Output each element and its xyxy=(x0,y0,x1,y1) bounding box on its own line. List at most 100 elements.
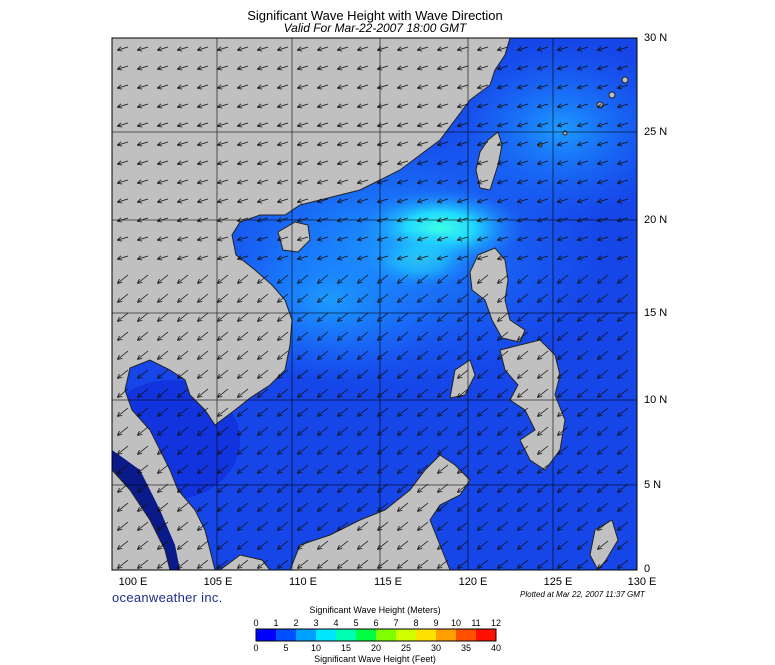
wave-arrow xyxy=(498,66,509,69)
wave-arrow xyxy=(498,237,509,240)
wave-arrow xyxy=(218,540,229,549)
wave-arrow xyxy=(598,180,609,183)
wave-arrow xyxy=(278,445,289,454)
wave-arrow xyxy=(218,66,229,69)
wave-arrow xyxy=(298,464,309,473)
lat-label-25: 25 N xyxy=(644,126,668,138)
colorbar-tick-meters: 11 xyxy=(471,618,481,628)
wave-arrow xyxy=(298,237,309,240)
lat-label-5: 5 N xyxy=(644,479,662,491)
wave-arrow xyxy=(438,559,449,568)
wave-arrow xyxy=(298,350,309,359)
wave-arrow xyxy=(578,161,589,164)
wave-arrow xyxy=(438,426,449,435)
wave-arrow xyxy=(118,445,129,454)
wave-arrow xyxy=(158,350,169,359)
wave-arrow xyxy=(558,256,569,259)
wave-arrow xyxy=(618,331,629,340)
wave-arrow xyxy=(458,559,469,568)
wave-arrow xyxy=(118,521,129,530)
wave-arrow xyxy=(358,47,369,50)
wave-arrow xyxy=(338,180,349,183)
wave-arrow xyxy=(618,407,629,416)
wave-arrow xyxy=(358,312,369,321)
wave-arrow xyxy=(298,502,309,511)
wave-arrow xyxy=(218,218,229,221)
wave-arrow xyxy=(118,274,129,283)
colorbar-tick-meters: 4 xyxy=(333,618,339,628)
wave-arrow xyxy=(138,256,149,259)
wave-arrow xyxy=(498,85,509,88)
wave-arrow xyxy=(578,237,589,240)
color-bar xyxy=(255,628,497,642)
wave-arrow xyxy=(458,312,469,321)
wave-arrow xyxy=(258,66,269,69)
wave-arrow xyxy=(618,483,629,492)
wave-arrow xyxy=(498,407,509,416)
wave-arrow xyxy=(178,274,189,283)
wave-arrow xyxy=(358,483,369,492)
wave-arrow xyxy=(278,540,289,549)
wave-arrow xyxy=(438,47,449,50)
wave-arrow xyxy=(298,85,309,88)
wave-arrow xyxy=(458,293,469,302)
wave-arrow xyxy=(518,521,529,530)
wave-arrow xyxy=(318,47,329,50)
wave-arrow xyxy=(338,256,349,259)
wave-arrow xyxy=(378,521,389,530)
wave-arrow xyxy=(318,407,329,416)
wave-arrow xyxy=(478,218,489,221)
wave-arrow xyxy=(298,293,309,302)
wave-arrow xyxy=(198,464,209,473)
wave-arrow xyxy=(398,142,409,145)
wave-arrow xyxy=(138,293,149,302)
wave-arrow xyxy=(298,369,309,378)
wave-arrow xyxy=(598,85,609,88)
wave-arrow xyxy=(338,426,349,435)
wave-arrow xyxy=(518,388,529,397)
wave-arrow xyxy=(458,388,469,397)
wave-arrow xyxy=(258,161,269,164)
wave-arrow xyxy=(278,161,289,164)
wave-arrow xyxy=(558,331,569,340)
wave-arrow xyxy=(598,47,609,50)
wave-arrow xyxy=(418,502,429,511)
wave-arrow xyxy=(558,85,569,88)
wave-arrow xyxy=(518,369,529,378)
wave-arrow xyxy=(298,218,309,221)
wave-arrow xyxy=(218,369,229,378)
wave-arrow xyxy=(138,331,149,340)
wave-arrow xyxy=(378,142,389,145)
wave-arrow xyxy=(378,180,389,183)
wave-arrow xyxy=(498,274,509,283)
wave-arrow xyxy=(618,426,629,435)
wave-arrow xyxy=(178,369,189,378)
wave-arrow xyxy=(258,426,269,435)
wave-arrow xyxy=(338,559,349,568)
wave-arrow xyxy=(478,407,489,416)
wave-arrow xyxy=(218,559,229,568)
wave-arrow xyxy=(118,388,129,397)
colorbar-tick-feet: 10 xyxy=(310,643,321,653)
wave-arrow xyxy=(418,388,429,397)
wave-arrow xyxy=(318,293,329,302)
wave-arrow xyxy=(618,369,629,378)
wave-arrow xyxy=(498,47,509,50)
wave-arrow xyxy=(178,483,189,492)
wave-arrow xyxy=(418,293,429,302)
wave-arrow xyxy=(458,407,469,416)
wave-arrow xyxy=(418,104,429,107)
wave-arrow xyxy=(618,47,629,50)
wave-arrow xyxy=(558,445,569,454)
colorbar-swatch xyxy=(416,629,437,641)
wave-arrow xyxy=(138,407,149,416)
wave-arrow xyxy=(298,199,309,202)
lon-label-105: 105 E xyxy=(203,576,233,588)
wave-arrow xyxy=(398,540,409,549)
wave-arrow xyxy=(318,521,329,530)
map-subtitle: Valid For Mar-22-2007 18:00 GMT xyxy=(283,21,467,35)
wave-arrow xyxy=(358,559,369,568)
wave-arrow xyxy=(418,464,429,473)
wave-arrow xyxy=(298,483,309,492)
wave-arrow xyxy=(238,180,249,183)
